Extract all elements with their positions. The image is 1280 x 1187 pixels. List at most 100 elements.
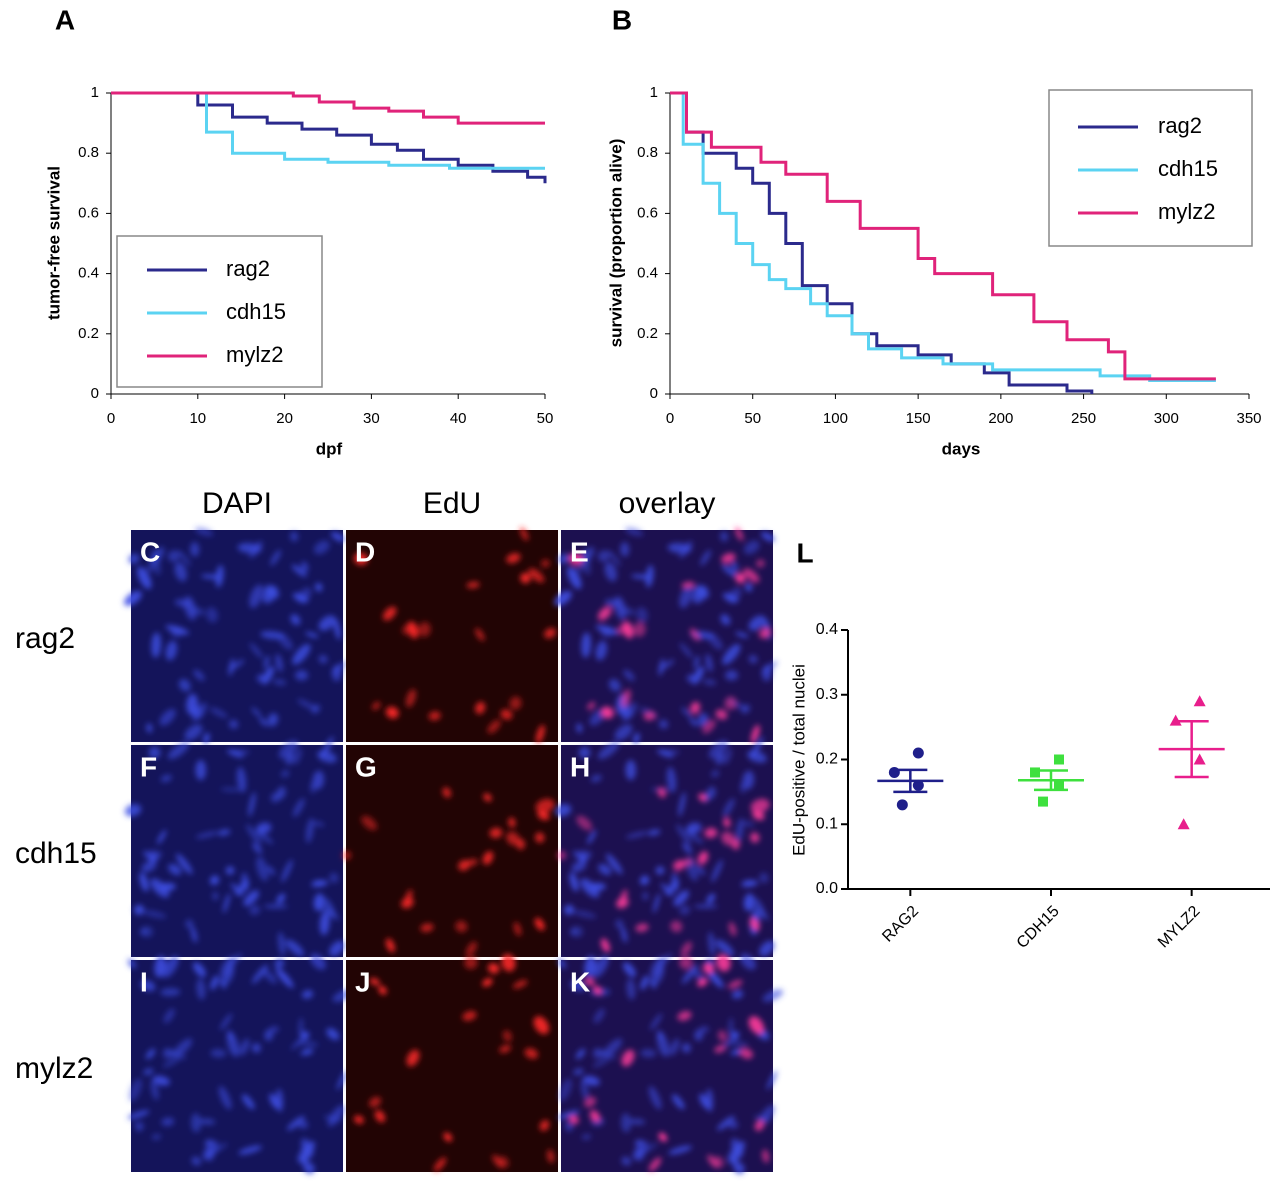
nucleus bbox=[251, 707, 262, 718]
nucleus bbox=[326, 1028, 340, 1041]
edu-nucleus bbox=[378, 986, 387, 995]
nucleus bbox=[141, 860, 157, 873]
column-header: DAPI bbox=[202, 487, 272, 520]
nucleus bbox=[666, 766, 677, 793]
nucleus bbox=[319, 911, 330, 936]
edu-nucleus bbox=[464, 956, 478, 970]
nucleus bbox=[735, 818, 744, 844]
nucleus bbox=[217, 829, 231, 836]
micrograph-background bbox=[346, 960, 558, 1172]
nucleus bbox=[249, 584, 264, 609]
nucleus bbox=[742, 770, 755, 790]
nucleus bbox=[329, 940, 345, 957]
nucleus bbox=[163, 1008, 175, 1024]
nucleus bbox=[225, 866, 235, 875]
nucleus bbox=[581, 1134, 592, 1140]
nucleus bbox=[305, 631, 319, 638]
nucleus bbox=[312, 879, 329, 886]
nucleus bbox=[700, 549, 712, 566]
nucleus bbox=[722, 592, 739, 603]
edu-nucleus bbox=[520, 572, 531, 584]
nucleus bbox=[749, 904, 770, 921]
nucleus bbox=[604, 598, 622, 608]
edu-nucleus bbox=[385, 938, 395, 953]
nucleus bbox=[708, 931, 716, 956]
nucleus bbox=[658, 719, 669, 729]
nucleus bbox=[747, 750, 767, 763]
nucleus bbox=[251, 1043, 261, 1053]
nucleus bbox=[592, 1057, 610, 1068]
edu-nucleus bbox=[597, 606, 612, 621]
nucleus bbox=[159, 708, 176, 726]
nucleus bbox=[303, 1162, 315, 1175]
nucleus bbox=[648, 1086, 662, 1110]
data-point bbox=[912, 779, 924, 791]
panel-letter: C bbox=[140, 536, 160, 567]
nucleus bbox=[731, 990, 744, 999]
edu-nucleus bbox=[697, 978, 708, 987]
nucleus bbox=[720, 531, 729, 542]
x-tick-label: 250 bbox=[1071, 410, 1096, 427]
nucleus bbox=[313, 540, 330, 555]
nucleus bbox=[681, 1043, 691, 1053]
edu-nucleus bbox=[369, 1096, 382, 1108]
nucleus bbox=[693, 904, 718, 909]
nucleus bbox=[593, 1049, 617, 1060]
nucleus bbox=[570, 980, 586, 992]
nucleus bbox=[297, 698, 317, 711]
edu-nucleus bbox=[540, 559, 550, 568]
data-point bbox=[1054, 780, 1064, 791]
edu-nucleus bbox=[533, 1016, 550, 1035]
nucleus bbox=[608, 678, 621, 692]
nucleus bbox=[711, 859, 723, 883]
nucleus bbox=[621, 702, 638, 722]
nucleus bbox=[575, 1048, 586, 1060]
edu-nucleus bbox=[714, 1045, 727, 1053]
nucleus bbox=[151, 1134, 162, 1140]
nucleus bbox=[127, 958, 137, 969]
nucleus bbox=[157, 829, 167, 845]
edu-nucleus bbox=[487, 963, 500, 974]
edu-nucleus bbox=[670, 920, 683, 933]
edu-nucleus bbox=[617, 623, 629, 635]
nucleus bbox=[569, 872, 579, 892]
edu-nucleus bbox=[462, 1011, 477, 1021]
nucleus bbox=[269, 1093, 280, 1110]
nucleus bbox=[669, 1038, 680, 1056]
nucleus bbox=[567, 1122, 573, 1133]
edu-nucleus bbox=[443, 1132, 453, 1142]
nucleus bbox=[564, 904, 575, 915]
edu-nucleus bbox=[587, 701, 596, 710]
nucleus bbox=[650, 1013, 663, 1031]
edu-nucleus bbox=[658, 1132, 668, 1142]
nucleus bbox=[285, 939, 305, 957]
nucleus bbox=[301, 990, 314, 999]
nucleus bbox=[615, 919, 624, 930]
nucleus bbox=[162, 955, 179, 978]
nucleus bbox=[276, 893, 286, 904]
nucleus bbox=[203, 732, 210, 745]
nucleus bbox=[274, 958, 285, 969]
nucleus bbox=[729, 1048, 742, 1056]
nucleus bbox=[205, 1148, 215, 1162]
nucleus bbox=[697, 713, 709, 727]
nucleus bbox=[185, 919, 194, 930]
survival-curve bbox=[111, 91, 545, 170]
edu-nucleus bbox=[715, 709, 728, 720]
nucleus bbox=[723, 748, 732, 765]
nucleus bbox=[162, 1057, 180, 1068]
nucleus bbox=[177, 550, 191, 567]
nucleus bbox=[292, 798, 305, 817]
nucleus bbox=[301, 561, 309, 572]
edu-nucleus bbox=[702, 963, 715, 974]
nucleus bbox=[655, 866, 665, 875]
panel-letter: L bbox=[796, 537, 813, 568]
nucleus bbox=[576, 723, 583, 733]
data-point bbox=[888, 766, 900, 778]
panel-letter: A bbox=[55, 4, 75, 35]
y-tick-label: 1 bbox=[650, 84, 658, 101]
edu-nucleus bbox=[342, 850, 352, 860]
nucleus bbox=[222, 893, 231, 913]
edu-nucleus bbox=[420, 923, 434, 933]
